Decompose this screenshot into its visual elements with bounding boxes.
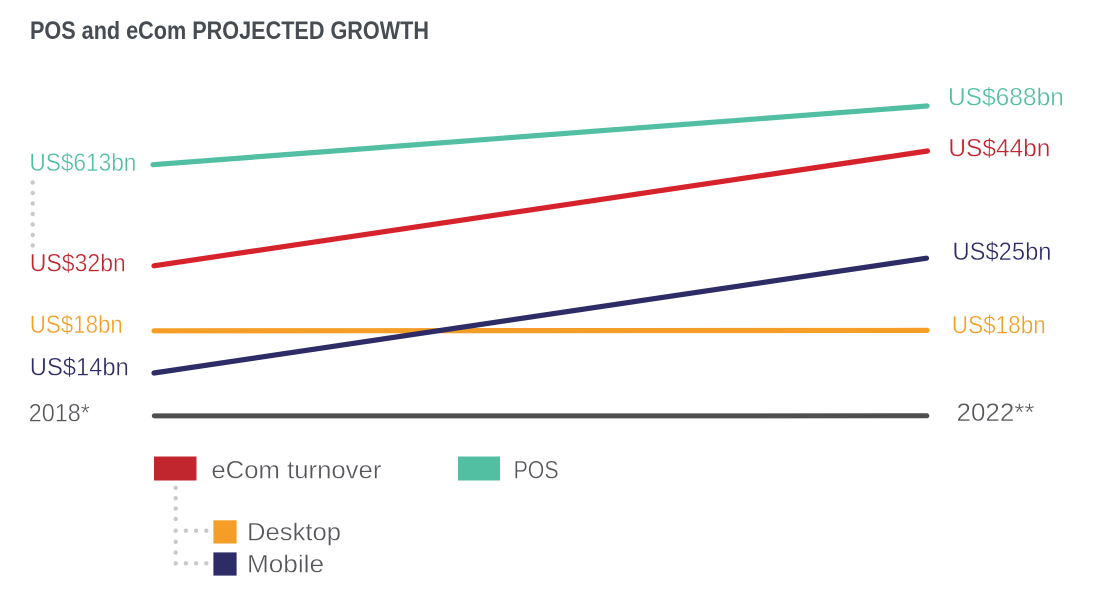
svg-text:US$18bn: US$18bn [952,311,1046,339]
svg-text:US$688bn: US$688bn [948,83,1064,111]
svg-text:US$14bn: US$14bn [30,353,129,381]
svg-text:POS: POS [514,456,559,484]
svg-text:Mobile: Mobile [247,550,324,578]
svg-text:2018*: 2018* [29,400,90,428]
svg-text:Desktop: Desktop [247,519,341,547]
svg-text:2022**: 2022** [957,399,1035,427]
svg-text:eCom turnover: eCom turnover [211,456,381,484]
svg-text:US$18bn: US$18bn [30,311,123,339]
svg-text:US$44bn: US$44bn [948,135,1050,163]
svg-text:US$613bn: US$613bn [29,149,136,177]
svg-text:US$32bn: US$32bn [30,250,126,278]
svg-text:POS and eCom PROJECTED GROWTH: POS and eCom PROJECTED GROWTH [30,17,429,45]
svg-text:US$25bn: US$25bn [953,238,1052,266]
